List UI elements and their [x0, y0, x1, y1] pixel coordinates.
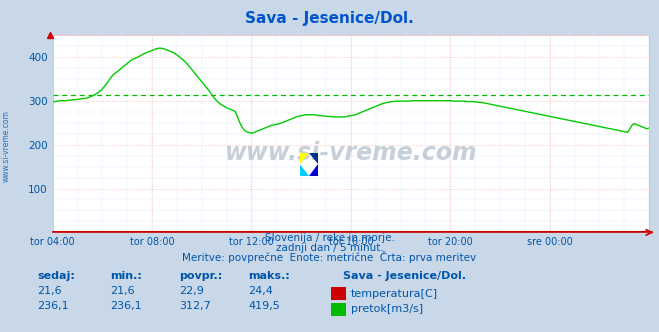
Text: 312,7: 312,7 [179, 301, 211, 311]
Text: maks.:: maks.: [248, 271, 290, 281]
Text: Sava - Jesenice/Dol.: Sava - Jesenice/Dol. [245, 11, 414, 26]
Text: Slovenija / reke in morje.: Slovenija / reke in morje. [264, 233, 395, 243]
Text: zadnji dan / 5 minut.: zadnji dan / 5 minut. [275, 243, 384, 253]
Text: 22,9: 22,9 [179, 286, 204, 296]
Text: min.:: min.: [110, 271, 142, 281]
Polygon shape [300, 153, 309, 164]
Text: Sava - Jesenice/Dol.: Sava - Jesenice/Dol. [343, 271, 466, 281]
Text: 419,5: 419,5 [248, 301, 280, 311]
Text: povpr.:: povpr.: [179, 271, 223, 281]
Text: 236,1: 236,1 [38, 301, 69, 311]
Text: sedaj:: sedaj: [38, 271, 75, 281]
Text: pretok[m3/s]: pretok[m3/s] [351, 304, 422, 314]
Polygon shape [309, 164, 318, 176]
Text: temperatura[C]: temperatura[C] [351, 289, 438, 299]
Polygon shape [300, 164, 309, 176]
Text: Meritve: povprečne  Enote: metrične  Črta: prva meritev: Meritve: povprečne Enote: metrične Črta:… [183, 251, 476, 263]
Polygon shape [309, 153, 318, 164]
Text: www.si-vreme.com: www.si-vreme.com [225, 141, 477, 165]
Text: 21,6: 21,6 [38, 286, 62, 296]
Text: 236,1: 236,1 [110, 301, 142, 311]
Text: 24,4: 24,4 [248, 286, 273, 296]
Text: www.si-vreme.com: www.si-vreme.com [2, 110, 11, 182]
Text: 21,6: 21,6 [110, 286, 134, 296]
